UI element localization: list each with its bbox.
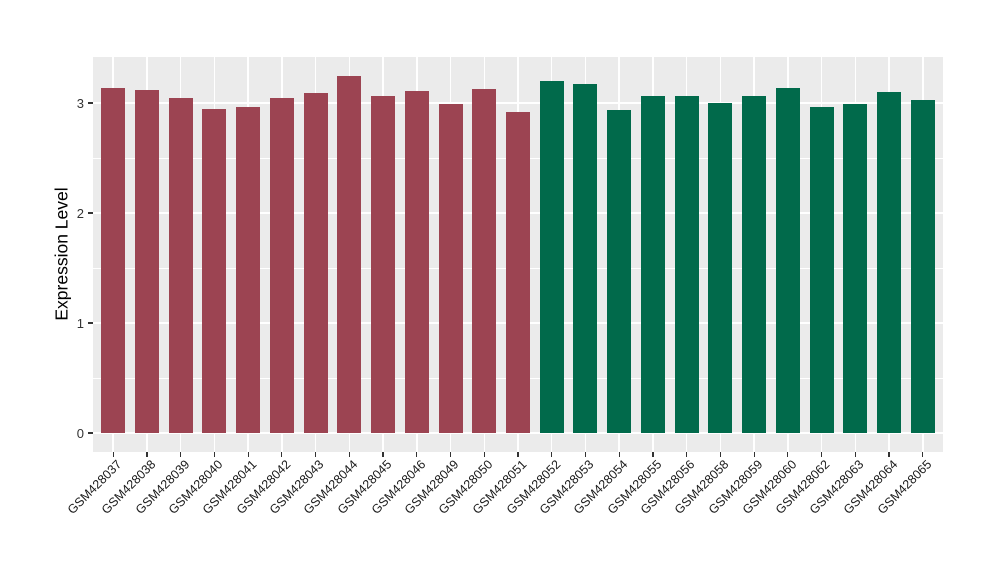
bar [269,97,294,433]
x-tick-mark [517,452,519,457]
bar [303,93,328,433]
y-tick-mark [88,102,93,104]
bar [337,75,362,433]
bar [708,103,733,433]
bar [202,108,227,433]
x-tick-mark [820,452,823,457]
bar [236,107,261,433]
bar [775,87,800,433]
x-tick-mark [787,452,789,457]
bar [877,92,902,433]
x-tick-mark [382,452,384,457]
x-tick-mark [719,452,721,457]
x-tick-mark [112,452,114,457]
bar [843,104,868,433]
x-tick-mark [551,452,553,457]
bar [506,111,530,433]
bar [539,81,564,433]
x-tick-mark [146,452,148,457]
y-tick-label: 0 [76,425,84,441]
x-tick-mark [483,452,485,457]
bar [101,87,126,433]
bar [404,90,429,433]
x-tick-mark [584,452,587,457]
bar [607,109,632,433]
bar [134,89,159,433]
x-tick-mark [652,452,654,457]
x-tick-mark [213,452,216,457]
x-tick-mark [686,452,688,457]
x-tick-mark [247,452,249,457]
x-tick-mark [180,452,182,457]
bar [910,99,935,433]
x-tick-mark [315,452,317,457]
bar [472,88,497,433]
x-tick-mark [618,452,620,457]
y-tick-label: 1 [76,315,84,331]
plot-panel [93,57,943,452]
y-tick-mark [88,212,93,214]
bar [438,104,463,433]
x-tick-mark [854,452,856,457]
bar [809,107,834,433]
x-tick-mark [922,452,924,457]
x-tick-mark [888,452,890,457]
bar [573,84,598,433]
x-tick-mark [348,452,350,457]
bar [640,96,665,433]
y-tick-mark [88,322,93,324]
x-tick-mark [281,452,283,457]
bar [674,96,699,433]
x-tick-mark [753,452,755,457]
y-tick-mark [88,432,93,434]
y-tick-label: 2 [76,205,84,221]
x-tick-mark [416,452,418,457]
y-tick-label: 3 [76,95,84,111]
bar [168,97,193,433]
bar [742,96,767,433]
bar [371,96,396,433]
x-tick-mark [449,452,452,457]
